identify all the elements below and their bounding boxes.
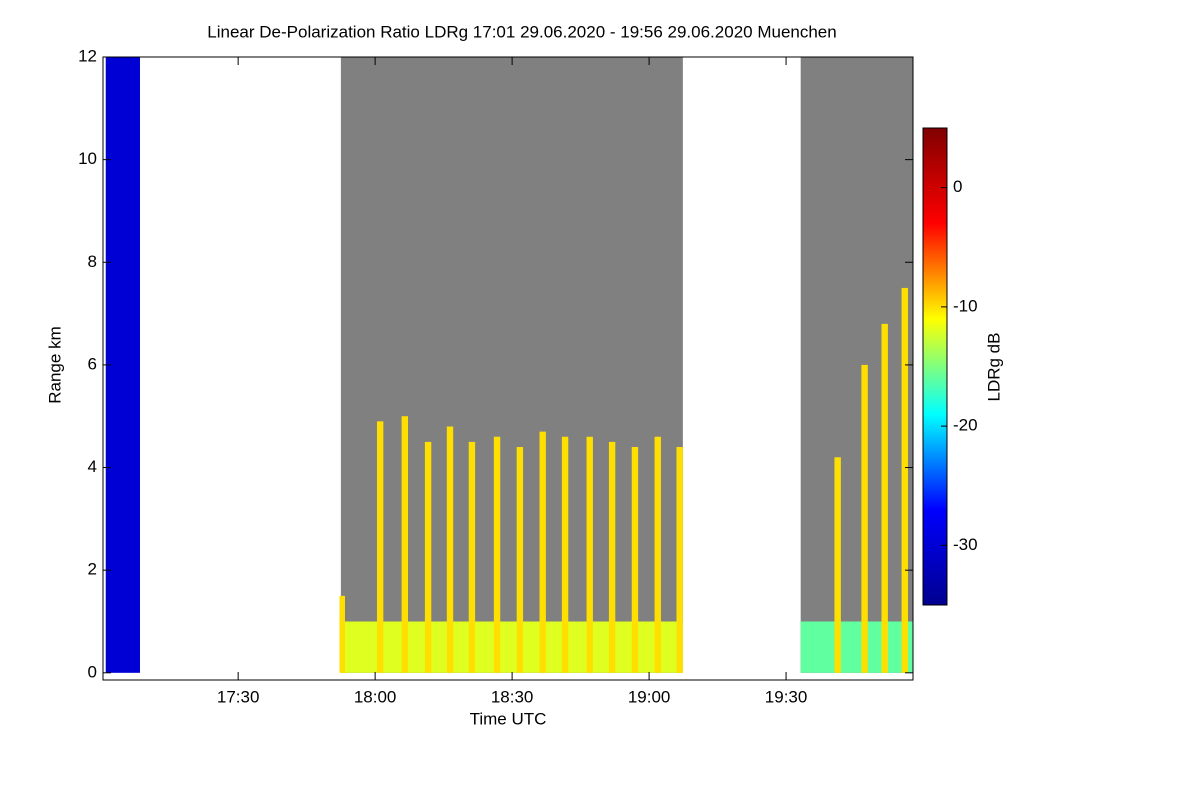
heatmap-cell <box>493 436 501 673</box>
heatmap-cell <box>424 441 432 673</box>
colorbar <box>922 127 948 606</box>
heatmap-cell <box>340 621 683 673</box>
heatmap-cell <box>861 364 868 673</box>
heatmap-cell <box>631 447 639 673</box>
heatmap-cell <box>800 621 913 673</box>
colorbar-tick-label: -30 <box>953 535 978 554</box>
heatmap-cell <box>446 426 454 673</box>
heatmap <box>105 57 913 673</box>
y-tick-label: 10 <box>78 149 97 168</box>
x-tick-label: 19:30 <box>765 687 808 706</box>
y-tick-label: 4 <box>88 457 97 476</box>
chart-title: Linear De-Polarization Ratio LDRg 17:01 … <box>207 22 836 41</box>
plot-frame <box>102 56 914 681</box>
heatmap-cell <box>401 416 409 673</box>
heatmap-cell <box>539 431 546 673</box>
heatmap-cell <box>516 447 524 673</box>
heatmap-cell <box>676 447 683 673</box>
heatmap-cell <box>339 595 345 673</box>
heatmap-cell <box>561 436 569 673</box>
x-tick-label: 18:00 <box>354 687 397 706</box>
heatmap-cell <box>834 457 841 673</box>
x-tick-label: 17:30 <box>217 687 260 706</box>
heatmap-cell <box>881 323 888 673</box>
heatmap-cell <box>654 436 661 673</box>
y-axis-label: Range km <box>45 326 64 403</box>
heatmap-cell <box>340 57 683 673</box>
heatmap-cell <box>105 57 140 673</box>
colorbar-tick-label: -20 <box>953 416 978 435</box>
y-tick-label: 8 <box>88 252 97 271</box>
y-tick-label: 2 <box>88 560 97 579</box>
colorbar-tick-label: 0 <box>953 177 962 196</box>
heatmap-cell <box>608 441 616 673</box>
heatmap-cell <box>586 436 593 673</box>
heatmap-cell <box>468 441 476 673</box>
y-tick-label: 6 <box>88 354 97 373</box>
heatmap-cell <box>800 57 913 673</box>
y-tick-label: 12 <box>78 46 97 65</box>
heatmap-cell <box>901 287 908 673</box>
heatmap-cell <box>376 421 384 673</box>
colorbar-label: LDRg dB <box>984 333 1003 402</box>
colorbar-tick-label: -10 <box>953 296 978 315</box>
y-tick-label: 0 <box>88 662 97 681</box>
x-tick-label: 18:30 <box>491 687 534 706</box>
x-axis-label: Time UTC <box>470 709 547 728</box>
x-tick-label: 19:00 <box>628 687 671 706</box>
